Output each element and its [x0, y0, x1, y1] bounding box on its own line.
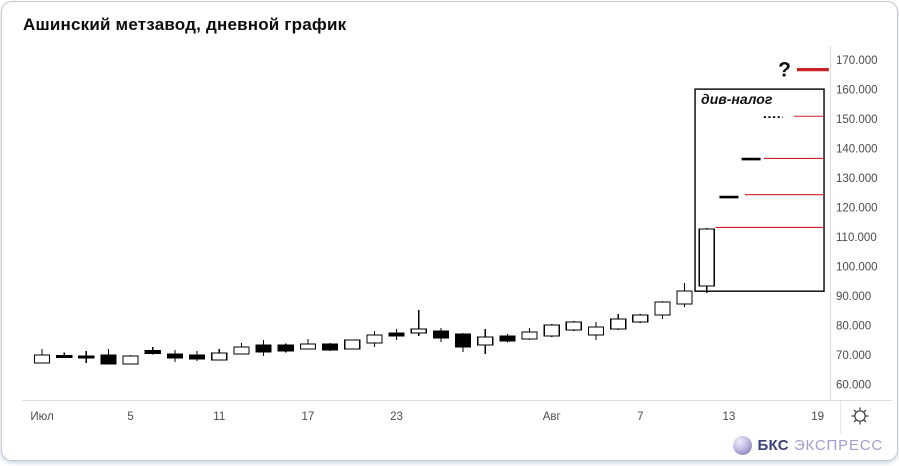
price-tick-label: 140.000: [836, 144, 878, 156]
candle-body: [211, 352, 228, 361]
candle-body: [344, 339, 361, 350]
candle-body: [321, 343, 339, 351]
dividend-tax-box: [694, 88, 825, 292]
candle-body: [233, 346, 250, 355]
brand-logo: БКС ЭКСПРЕСС: [733, 436, 883, 455]
candle-body: [56, 354, 73, 359]
settings-gear-button[interactable]: [847, 403, 873, 429]
candle-body: [366, 334, 383, 344]
candle-body: [255, 344, 272, 353]
date-tick-label: 19: [811, 411, 824, 423]
candle-body: [521, 331, 538, 340]
date-tick-label: 5: [127, 411, 133, 423]
candle-body: [100, 354, 117, 365]
candle-body: [499, 335, 516, 342]
gear-icon: [851, 407, 869, 425]
price-tick-label: 110.000: [836, 232, 877, 244]
candle-body: [78, 355, 95, 359]
candle-body: [122, 355, 139, 365]
candle-body: [543, 324, 560, 337]
date-tick-label: Июл: [30, 411, 53, 423]
candle-body: [388, 332, 405, 337]
question-mark-annotation: ?: [778, 59, 791, 82]
price-tick-label: 130.000: [836, 173, 878, 185]
candle-body: [477, 336, 494, 346]
date-tick-label: 7: [637, 411, 643, 423]
candle-body: [410, 328, 427, 334]
candle-body: [632, 314, 649, 323]
candle-body: [698, 228, 715, 287]
price-tick-label: 100.000: [836, 262, 878, 274]
candle-body: [587, 326, 605, 336]
date-tick-label: 17: [302, 411, 315, 423]
candle-body: [676, 290, 693, 305]
brand-name-light: ЭКСПРЕСС: [793, 437, 883, 454]
price-tick-label: 90.000: [836, 291, 871, 303]
price-tick-label: 70.000: [836, 350, 871, 362]
candle-body: [144, 349, 161, 355]
candle-body: [189, 354, 206, 360]
dividend-tax-label: див-налог: [701, 91, 773, 107]
price-tick-label: 60.000: [836, 380, 871, 392]
candle-body: [299, 343, 317, 350]
date-tick-label: 11: [213, 411, 225, 423]
candle-body: [654, 301, 671, 316]
price-tick-label: 150.000: [836, 114, 878, 126]
candle-body: [166, 353, 184, 359]
price-tick-label: 160.000: [836, 85, 878, 97]
date-tick-label: 23: [390, 411, 403, 423]
price-tick-label: 80.000: [836, 321, 871, 333]
price-tick-label: 120.000: [836, 203, 878, 215]
candle-body: [277, 344, 294, 352]
date-tick-label: 13: [723, 411, 736, 423]
date-tick-label: Авг: [543, 411, 561, 423]
candle-body: [610, 318, 627, 330]
candle-body: [432, 330, 449, 339]
price-tick-label: 170.000: [836, 55, 878, 67]
candle-body: [454, 333, 472, 348]
brand-name-bold: БКС: [757, 437, 789, 454]
bks-sphere-icon: [733, 436, 753, 455]
chart-title: Ашинский метзавод, дневной график: [23, 15, 347, 34]
candle-body: [33, 354, 51, 364]
candle-body: [565, 321, 582, 331]
